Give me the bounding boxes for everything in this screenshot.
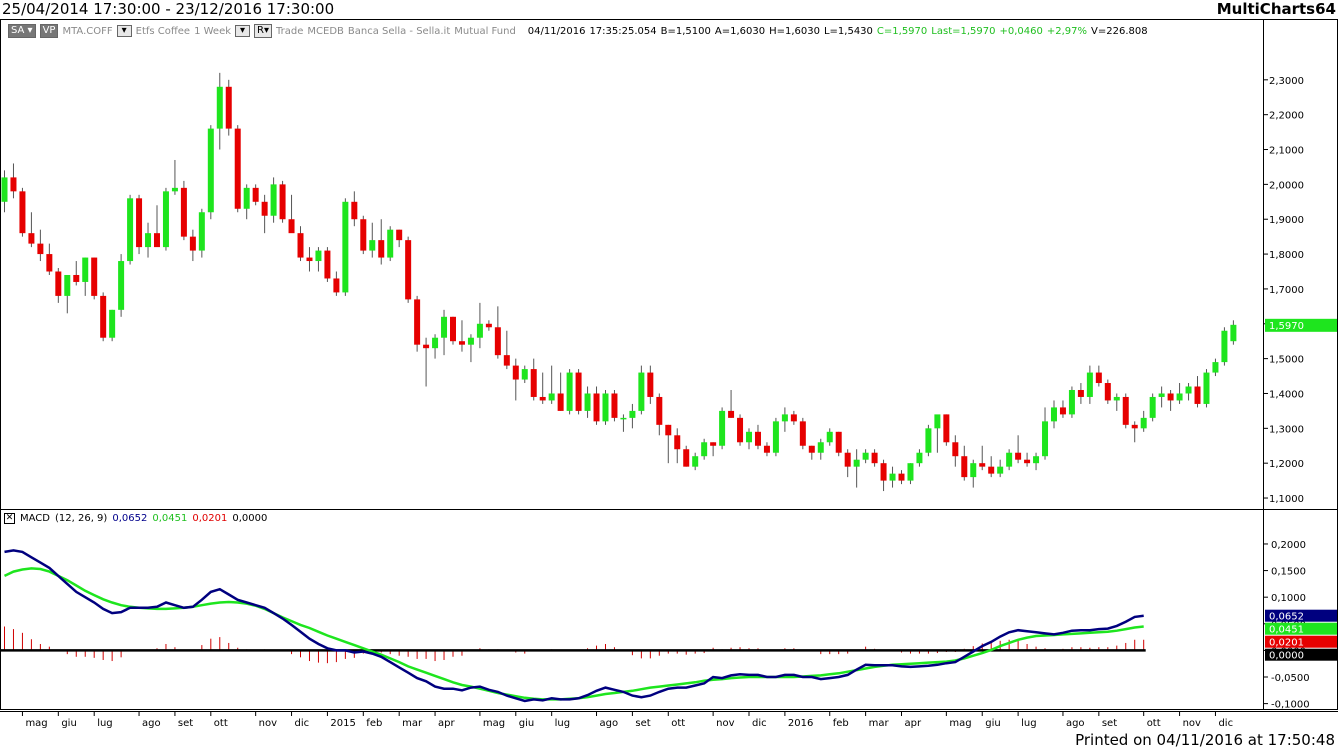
- date-range-title: 25/04/2014 17:30:00 - 23/12/2016 17:30:0…: [2, 0, 335, 18]
- quote-high: H=1,6030: [769, 25, 820, 37]
- time-tick-label: mar: [869, 718, 890, 729]
- time-tick-label: set: [1102, 718, 1117, 729]
- time-tick-label: giu: [985, 718, 1000, 729]
- time-tick-label: set: [635, 718, 650, 729]
- time-tick-label: 2016: [788, 718, 813, 729]
- chart-frame: [0, 19, 1338, 710]
- app-name: MultiCharts64: [1216, 0, 1336, 18]
- trade-label: Trade: [276, 25, 304, 37]
- time-tick-label: ago: [600, 718, 619, 729]
- quote-date: 04/11/2016: [527, 25, 586, 37]
- quote-change: +0,0460: [999, 25, 1043, 37]
- time-tick-label: ott: [671, 718, 685, 729]
- time-tick-label: lug: [555, 718, 570, 729]
- hist-value: 0,0201: [192, 513, 228, 524]
- quote-last: Last=1,5970: [931, 25, 996, 37]
- signal-value: 0,0451: [152, 513, 188, 524]
- r-label: R: [257, 25, 264, 36]
- time-tick-label: feb: [833, 718, 849, 729]
- time-tick-label: nov: [259, 718, 277, 729]
- interval-dropdown-icon[interactable]: ▾: [235, 25, 251, 37]
- macd-value: 0,0652: [112, 513, 148, 524]
- interval-label: 1 Week: [194, 25, 232, 37]
- quote-close: C=1,5970: [876, 25, 928, 37]
- broker-label: Banca Sella - Sella.it: [347, 25, 451, 37]
- vp-button[interactable]: VP: [39, 24, 59, 38]
- macd-status-bar: ✕ MACD (12, 26, 9) 0,0652 0,0451 0,0201 …: [4, 513, 267, 524]
- time-tick-label: 2015: [330, 718, 355, 729]
- time-tick-label: set: [178, 718, 193, 729]
- time-tick-label: dic: [295, 718, 310, 729]
- time-tick-label: nov: [1183, 718, 1201, 729]
- symbol-description: Etfs Coffee: [135, 25, 191, 37]
- time-tick-label: lug: [97, 718, 112, 729]
- symbol-status-bar: SA ▾ VP MTA.COFF ▾ Etfs Coffee 1 Week ▾ …: [8, 24, 1148, 38]
- quote-time: 17:35:25.054: [589, 25, 657, 37]
- category-label: Mutual Fund: [454, 25, 516, 37]
- time-tick-label: dic: [1218, 718, 1233, 729]
- time-tick-label: ago: [1066, 718, 1085, 729]
- time-tick-label: mag: [483, 718, 505, 729]
- quote-low: L=1,5430: [823, 25, 873, 37]
- sa-label: SA: [11, 25, 25, 36]
- zero-value: 0,0000: [232, 513, 268, 524]
- quote-volume: V=226.808: [1091, 25, 1148, 37]
- time-tick-label: ago: [142, 718, 161, 729]
- time-tick-label: giu: [519, 718, 534, 729]
- symbol-dropdown-icon[interactable]: ▾: [116, 25, 132, 37]
- quote-ask: A=1,6030: [714, 25, 766, 37]
- printed-footer: Printed on 04/11/2016 at 17:50:48: [1075, 731, 1335, 749]
- macd-params: (12, 26, 9): [54, 513, 108, 524]
- close-indicator-icon[interactable]: ✕: [4, 513, 15, 524]
- time-tick-label: lug: [1021, 718, 1036, 729]
- time-tick-label: apr: [905, 718, 922, 729]
- time-tick-label: nov: [716, 718, 734, 729]
- time-tick-label: mar: [402, 718, 423, 729]
- time-tick-label: ott: [1147, 718, 1161, 729]
- time-tick-label: dic: [752, 718, 767, 729]
- symbol-name: MTA.COFF: [62, 25, 113, 37]
- sa-button[interactable]: SA ▾: [8, 24, 36, 38]
- macd-name: MACD: [20, 513, 50, 524]
- exchange-label: MCEDB: [307, 25, 344, 37]
- time-tick-label: ott: [214, 718, 228, 729]
- time-tick-label: giu: [61, 718, 76, 729]
- r-button[interactable]: R▾: [254, 24, 273, 38]
- time-tick-label: mag: [949, 718, 971, 729]
- time-tick-label: apr: [438, 718, 455, 729]
- quote-bid: B=1,5100: [660, 25, 711, 37]
- quote-change-pct: +2,97%: [1046, 25, 1088, 37]
- time-tick-label: mag: [25, 718, 47, 729]
- time-tick-label: feb: [366, 718, 382, 729]
